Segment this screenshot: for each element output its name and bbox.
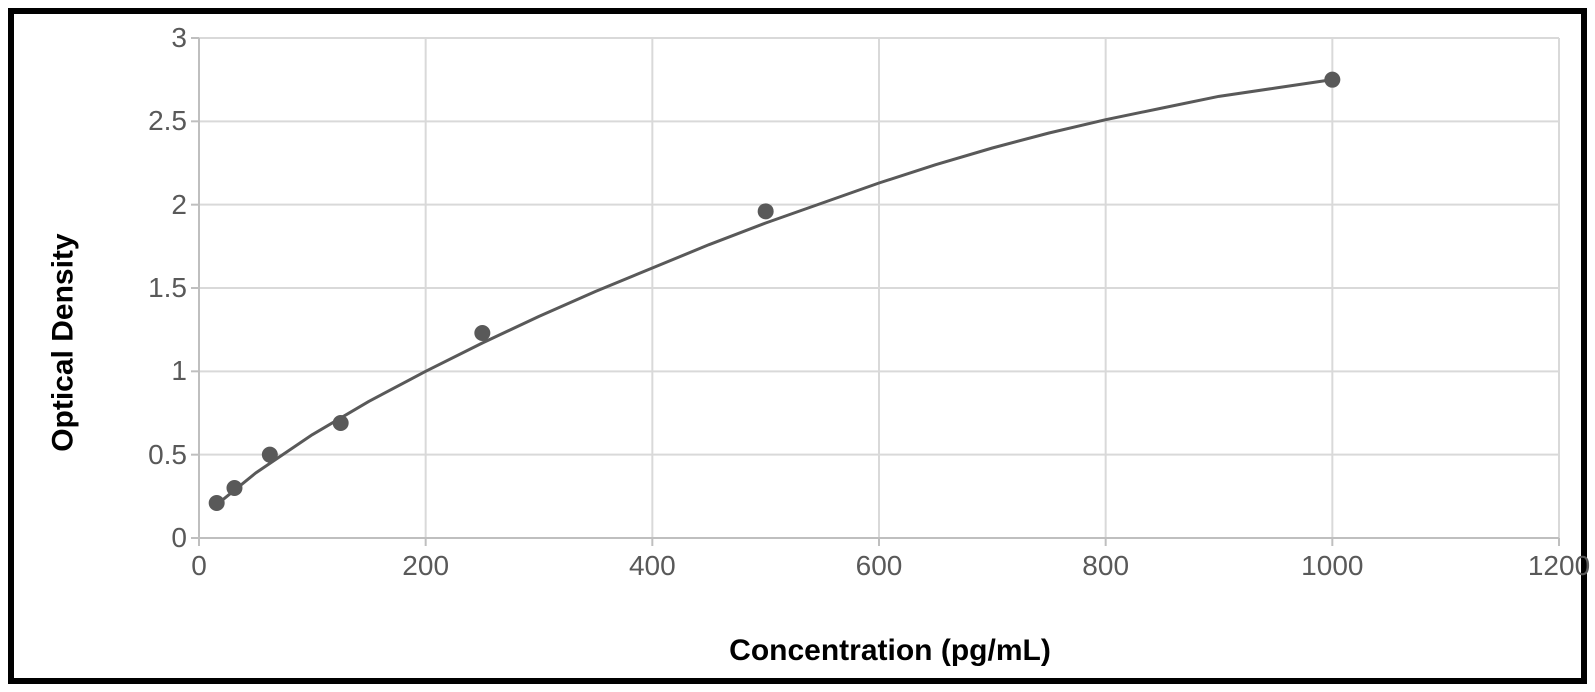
y-tick-label: 2.5 [148,105,199,137]
data-point [333,415,349,431]
y-axis-label: Optical Density [47,233,81,451]
x-tick-label: 1000 [1301,538,1363,582]
x-tick-label: 1200 [1528,538,1590,582]
data-point [209,495,225,511]
y-tick-label: 3 [171,22,199,54]
data-point [758,203,774,219]
x-tick-label: 600 [856,538,903,582]
x-tick-label: 400 [629,538,676,582]
data-point [226,480,242,496]
y-tick-label: 0.5 [148,439,199,471]
x-tick-label: 0 [191,538,207,582]
y-tick-label: 2 [171,189,199,221]
data-point [474,325,490,341]
data-point [262,447,278,463]
x-axis-label: Concentration (pg/mL) [14,634,1581,668]
chart-frame: Optical Density Concentration (pg/mL) 00… [8,8,1587,684]
y-tick-label: 1 [171,355,199,387]
plot-area: 00.511.522.53020040060080010001200 [199,38,1559,538]
plot-svg [199,38,1559,550]
data-point [1324,72,1340,88]
x-tick-label: 800 [1082,538,1129,582]
chart-inner: Optical Density Concentration (pg/mL) 00… [14,14,1581,678]
fit-curve [217,80,1333,505]
y-tick-label: 1.5 [148,272,199,304]
x-tick-label: 200 [402,538,449,582]
